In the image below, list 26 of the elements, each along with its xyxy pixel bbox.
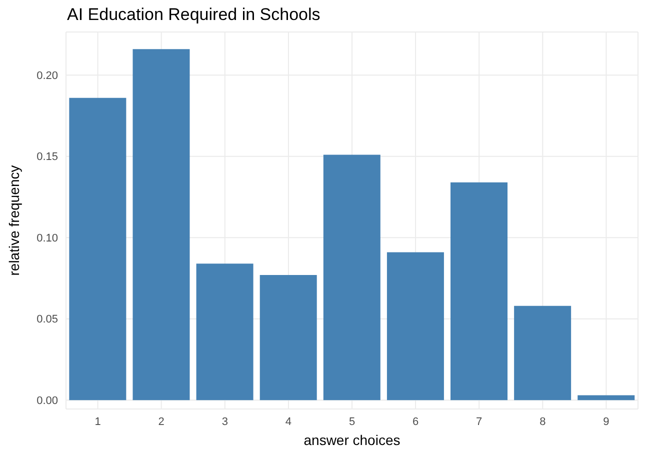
bar (386, 252, 444, 400)
y-tick-label: 0.20 (36, 70, 58, 82)
x-tick-label: 3 (222, 416, 228, 428)
x-tick-label: 1 (94, 416, 101, 428)
bar (260, 274, 317, 400)
bar (323, 154, 380, 400)
y-tick-label: 0.00 (36, 394, 58, 407)
y-axis-title: relative frequency (6, 165, 22, 276)
x-tick-label: 5 (348, 416, 356, 428)
y-tick-label: 0.15 (36, 151, 58, 164)
bar (132, 49, 190, 400)
x-axis-title: answer choices (304, 432, 400, 448)
x-tick-label: 6 (412, 416, 419, 428)
bar (69, 98, 126, 400)
x-tick-label: 7 (476, 416, 482, 428)
bar (196, 264, 254, 400)
bar (578, 395, 635, 400)
bar (514, 306, 572, 400)
x-tick-label: 4 (285, 416, 292, 428)
x-tick-label: 9 (603, 416, 610, 428)
bar (450, 182, 508, 400)
y-tick-label: 0.10 (36, 232, 58, 244)
chart-title: AI Education Required in Schools (67, 5, 320, 25)
y-tick-label: 0.05 (36, 314, 58, 326)
x-tick-label: 2 (158, 416, 164, 428)
x-tick-label: 8 (540, 416, 546, 428)
